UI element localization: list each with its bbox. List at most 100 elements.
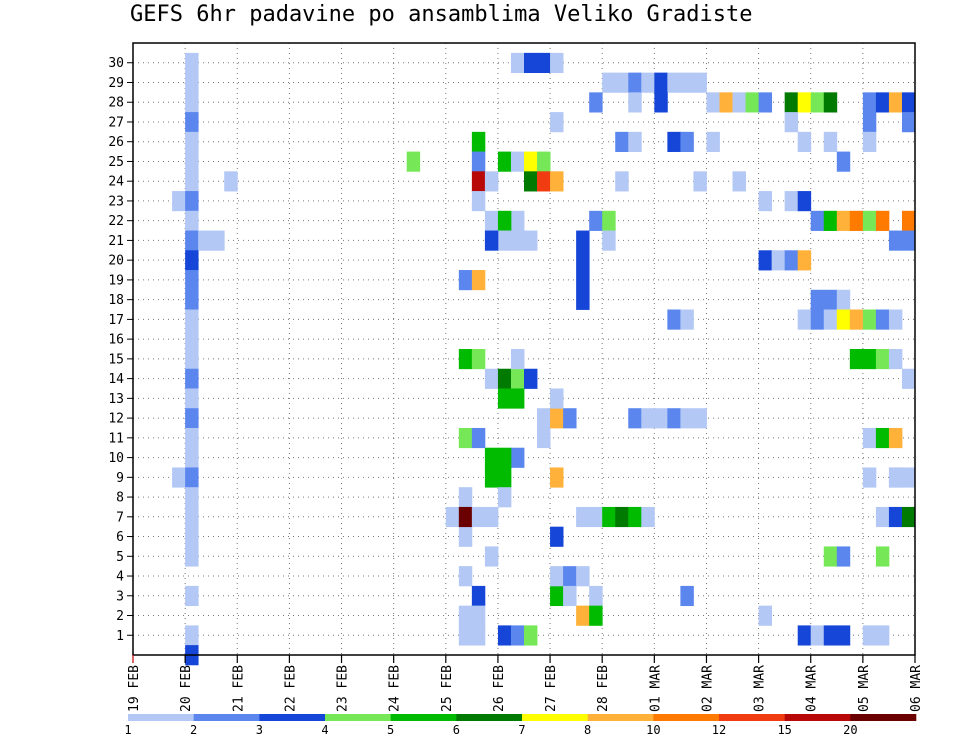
heatmap-cell — [185, 349, 199, 370]
heatmap-cell — [484, 447, 499, 468]
heatmap-cell — [185, 506, 199, 528]
heatmap-cell — [497, 230, 512, 251]
heatmap-cell — [524, 52, 538, 74]
y-tick-label: 10 — [108, 451, 124, 466]
heatmap-cell — [576, 289, 590, 310]
heatmap-cell — [719, 92, 733, 113]
heatmap-cell — [615, 171, 629, 192]
heatmap-cell — [563, 585, 577, 607]
heatmap-cell — [185, 72, 199, 93]
heatmap-cell — [211, 230, 225, 251]
heatmap-cell — [797, 309, 812, 330]
legend-swatch — [128, 714, 194, 721]
heatmap-cell — [484, 230, 499, 251]
y-tick-label: 9 — [116, 471, 124, 486]
heatmap-cell — [654, 408, 668, 429]
x-tick-label: 19 FEB — [127, 665, 142, 712]
heatmap-cell — [810, 625, 825, 646]
legend-label: 8 — [584, 723, 591, 737]
heatmap-cell — [797, 92, 812, 113]
heatmap-cell — [185, 250, 199, 271]
heatmap-cell — [576, 566, 590, 587]
heatmap-cell — [185, 210, 199, 231]
heatmap-cell — [185, 92, 199, 113]
heatmap-cell — [185, 230, 199, 251]
heatmap-cell — [589, 585, 603, 607]
heatmap-cell — [185, 171, 199, 192]
heatmap-cell — [823, 92, 838, 113]
y-tick-label: 21 — [108, 234, 124, 249]
y-tick-label: 6 — [116, 530, 124, 545]
legend-swatch — [653, 714, 720, 721]
heatmap-cell — [888, 92, 903, 113]
y-tick-label: 11 — [108, 431, 124, 446]
heatmap-cell — [185, 408, 199, 429]
heatmap-cell — [550, 408, 564, 429]
heatmap-cell — [576, 506, 590, 528]
legend-swatch — [390, 714, 457, 721]
legend-swatch — [456, 714, 523, 721]
heatmap-cell — [510, 52, 525, 74]
heatmap-cell — [888, 427, 903, 449]
heatmap-cell — [185, 191, 199, 212]
y-tick-label: 4 — [116, 570, 124, 585]
heatmap-cell — [758, 92, 773, 113]
heatmap-cell — [458, 566, 473, 587]
heatmap-cell — [497, 388, 512, 409]
y-tick-label: 13 — [108, 392, 124, 407]
heatmap-cell — [185, 151, 199, 172]
heatmap-cell — [693, 171, 707, 192]
x-tick-label: 24 FEB — [388, 665, 403, 712]
y-tick-label: 5 — [116, 550, 124, 565]
heatmap-cell — [823, 131, 838, 152]
heatmap-cell — [471, 171, 486, 192]
heatmap-cell — [693, 408, 707, 429]
heatmap-cell — [615, 72, 629, 93]
heatmap-cell — [680, 72, 694, 93]
heatmap-cell — [810, 210, 825, 231]
heatmap-cell — [185, 270, 199, 291]
heatmap-cell — [550, 467, 564, 488]
heatmap-cell — [224, 171, 238, 192]
heatmap-cell — [185, 546, 199, 567]
heatmap-cell — [680, 309, 694, 330]
heatmap-cell — [862, 467, 877, 488]
heatmap-cell — [445, 506, 460, 528]
heatmap-cell — [823, 546, 838, 567]
heatmap-cell — [628, 408, 642, 429]
y-tick-label: 27 — [108, 115, 124, 130]
heatmap-cell — [875, 210, 890, 231]
heatmap-cell — [471, 270, 486, 291]
y-tick-label: 26 — [108, 135, 124, 150]
x-tick-label: 06 MAR — [909, 665, 924, 712]
heatmap-cell — [484, 506, 499, 528]
heatmap-cell — [589, 605, 603, 626]
heatmap-cell — [576, 250, 590, 271]
heatmap-cell — [901, 210, 916, 231]
heatmap-cell — [576, 605, 590, 626]
legend-swatch — [784, 714, 851, 721]
heatmap-cell — [797, 250, 812, 271]
y-tick-label: 16 — [108, 333, 124, 348]
legend-label: 20 — [843, 723, 857, 737]
heatmap-cell — [875, 309, 890, 330]
heatmap-cell — [497, 467, 512, 488]
y-tick-label: 14 — [108, 372, 124, 387]
heatmap-cell — [667, 408, 681, 429]
legend-swatch — [850, 714, 917, 721]
heatmap-cell — [550, 52, 564, 74]
heatmap-cell — [875, 625, 890, 646]
x-tick-label: 22 FEB — [283, 665, 298, 712]
heatmap-cell — [484, 368, 499, 389]
heatmap-cell — [185, 368, 199, 389]
heatmap-cell — [497, 210, 512, 231]
heatmap-cell — [524, 171, 538, 192]
plot-frame — [132, 42, 916, 656]
heatmap-cell — [862, 210, 877, 231]
x-tick-label: 25 FEB — [440, 665, 455, 712]
heatmap-cell — [706, 92, 720, 113]
heatmap-cell — [680, 585, 694, 607]
heatmap-cell — [628, 92, 642, 113]
heatmap-cell — [537, 151, 551, 172]
heatmap-cell — [602, 210, 616, 231]
